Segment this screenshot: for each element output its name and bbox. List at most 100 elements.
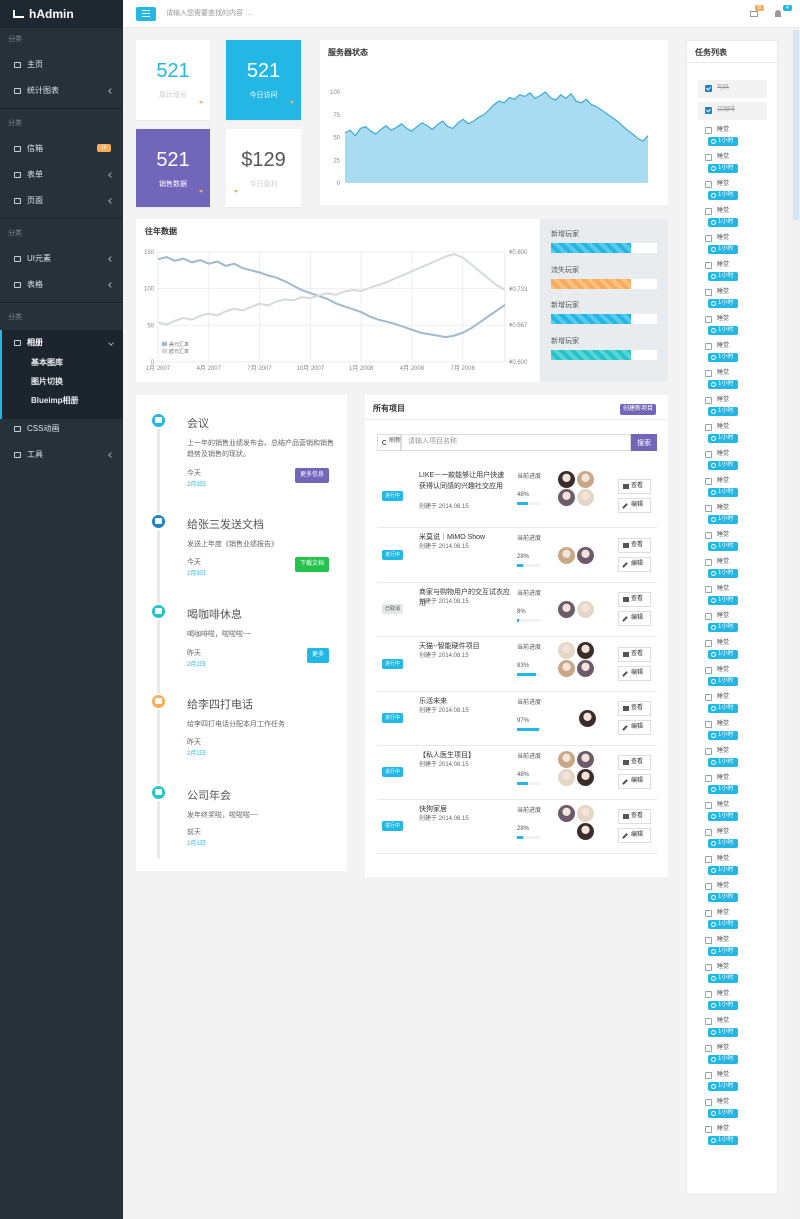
task-checkbox[interactable] [705,721,712,728]
view-button[interactable] [618,646,651,662]
task-checkbox[interactable] [705,370,712,377]
refresh-button[interactable] [377,434,401,451]
task-checkbox[interactable] [705,1018,712,1025]
submenu-item[interactable]: 图片切换 [31,377,63,386]
task-checkbox[interactable] [705,910,712,917]
project-name[interactable]: 【私人医生项目】 [419,752,475,759]
edit-button[interactable] [618,665,651,681]
view-button[interactable] [618,755,651,770]
project-name[interactable]: 乐活未来 [419,698,447,705]
view-button[interactable] [618,479,651,494]
view-button[interactable] [618,701,651,716]
timeline-button[interactable]: 更多信息 [294,468,329,484]
menu-toggle[interactable] [136,7,156,21]
task-checkbox[interactable] [705,586,712,593]
task-checkbox[interactable] [705,478,712,485]
task-clock [711,463,716,468]
task-checkbox[interactable] [705,343,712,350]
timeline-button[interactable]: 下载文档 [294,557,329,573]
progress-bar [517,673,537,676]
menu-item[interactable]: UI元素 [27,254,51,263]
edit-button[interactable] [618,611,651,626]
view-label: 查看 [631,813,644,819]
task-checkbox[interactable] [705,1099,712,1106]
project-name[interactable]: LIKE－一款能够让用户快速获得认同感的兴趣社交应用 [419,472,505,490]
task-checkbox[interactable] [705,640,712,647]
menu-item[interactable]: 页面 [27,196,43,205]
task-checkbox[interactable] [705,1126,712,1133]
task-checkbox[interactable] [705,829,712,836]
task-checkbox[interactable] [705,613,712,620]
task-text: 睡觉 [717,856,730,862]
edit-button[interactable] [618,556,651,572]
project-name[interactable]: 米莫说｜MiMO Show [419,534,486,541]
menu-item[interactable]: 工具 [27,450,43,459]
task-checkbox[interactable] [705,424,712,431]
task-checkbox[interactable] [705,937,712,944]
menu-item[interactable]: 表格 [27,280,43,289]
task-checkbox[interactable] [705,667,712,674]
task-checkbox[interactable] [705,235,712,242]
task-checkbox[interactable] [705,694,712,701]
edit-button[interactable] [618,828,651,843]
timeline-button[interactable]: 更多 [306,648,329,664]
x-tick-label: 1月 2008 [349,365,374,372]
menu-item[interactable]: 表单 [27,170,43,179]
task-clock [711,679,716,684]
submenu-item[interactable]: 基本图库 [31,358,63,367]
task-badge [708,434,738,443]
task-text: 睡觉 [717,1099,730,1105]
task-checkbox[interactable] [705,964,712,971]
submenu-item[interactable]: Blueimp相册 [31,396,79,405]
task-clock [711,1084,716,1089]
edit-button[interactable] [618,720,651,735]
project-search[interactable] [401,434,631,451]
view-button[interactable] [618,537,651,553]
task-checkbox[interactable] [705,397,712,404]
task-checkbox[interactable] [705,748,712,755]
view-button[interactable] [618,592,651,607]
task-checkbox[interactable] [705,451,712,458]
view-icon [623,706,629,711]
task-checkbox[interactable] [705,316,712,323]
task-checkbox[interactable] [705,154,712,161]
menu-item[interactable]: 统计图表 [27,86,59,95]
task-checkbox[interactable] [705,991,712,998]
project-created: 创建于 2014.08.15 [419,653,469,659]
menu-item[interactable]: 主页 [27,60,43,69]
search-button[interactable] [631,434,657,451]
edit-button[interactable] [618,774,651,789]
task-checkbox[interactable] [705,181,712,188]
task-checkbox[interactable] [705,559,712,566]
task-checkbox[interactable] [705,289,712,296]
task-text: 睡觉 [717,586,730,592]
task-checkbox[interactable] [705,1045,712,1052]
edit-button[interactable] [618,498,651,513]
task-checkbox[interactable] [705,883,712,890]
timeline-icon-glyph [155,789,162,795]
project-name[interactable]: 商家与购物用户的交互试衣应用 [419,589,510,607]
task-badge [708,137,738,146]
task-checkbox[interactable] [705,856,712,863]
task-checkbox[interactable] [705,775,712,782]
search-input[interactable]: 请输入您需要查找的内容 … [166,10,252,17]
task-checkbox[interactable] [705,1072,712,1079]
task-checkbox[interactable] [705,85,712,92]
menu-item[interactable]: CSS动画 [27,424,60,433]
task-checkbox[interactable] [705,107,712,114]
task-checkbox[interactable] [705,208,712,215]
task-checkbox[interactable] [705,505,712,512]
project-name[interactable]: 快狗家居 [419,806,447,813]
menu-item[interactable]: 信箱 [27,144,43,153]
create-button[interactable]: 创建新项目 [620,404,657,416]
task-checkbox[interactable] [705,802,712,809]
player-bar [551,314,631,324]
task-checkbox[interactable] [705,532,712,539]
task-badge [708,812,738,821]
project-name[interactable]: 天猫--智能硬件项目 [419,643,480,650]
view-button[interactable] [618,809,651,824]
task-checkbox[interactable] [705,262,712,269]
task-text: 睡觉 [717,1072,730,1078]
task-checkbox[interactable] [705,127,712,134]
menu-item[interactable]: 相册 [27,338,43,347]
